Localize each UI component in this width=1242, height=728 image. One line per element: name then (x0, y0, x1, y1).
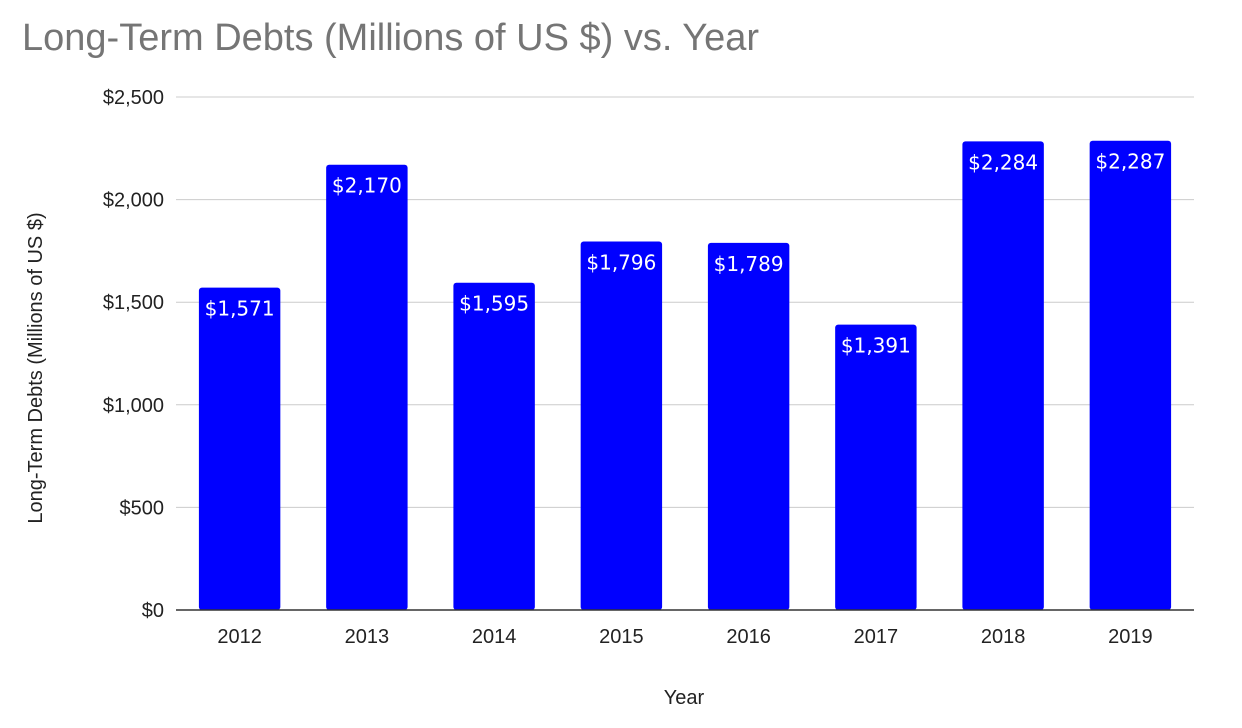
x-tick-label: 2013 (345, 626, 390, 648)
x-tick-label: 2019 (1108, 626, 1153, 648)
x-axis-label: Year (664, 687, 705, 709)
x-tick-label: 2016 (726, 626, 771, 648)
data-label-2012: $1,571 (205, 297, 275, 321)
chart-title: Long-Term Debts (Millions of US $) vs. Y… (22, 17, 759, 59)
y-tick-label: $0 (142, 600, 164, 622)
bar-2019 (1089, 140, 1172, 611)
x-tick-label: 2017 (854, 626, 899, 648)
x-axis-ticks: 2012 2013 2014 2015 2016 2017 2018 2019 (217, 626, 1152, 648)
data-label-2013: $2,170 (332, 174, 402, 198)
bar-2013 (326, 164, 408, 610)
bar-2017 (835, 324, 917, 610)
data-labels: $1,571 $2,170 $1,595 $1,796 $1,789 $1,391 $2,2… (205, 150, 1166, 358)
x-tick-label: 2012 (217, 626, 262, 648)
x-tick-label: 2014 (472, 626, 517, 648)
y-tick-label: $1,000 (103, 395, 164, 417)
y-axis-ticks: $0 $500 $1,000 $1,500 $2,000 $2,500 (103, 87, 164, 622)
bars (198, 140, 1172, 611)
bar-2014 (453, 282, 535, 610)
x-tick-label: 2018 (981, 626, 1026, 648)
y-tick-label: $1,500 (103, 292, 164, 314)
data-label-2018: $2,284 (968, 150, 1038, 174)
y-tick-label: $2,000 (103, 190, 164, 212)
bar-2018 (962, 141, 1044, 611)
data-label-2016: $1,789 (714, 252, 784, 276)
bar-2015 (580, 241, 663, 610)
data-label-2014: $1,595 (459, 292, 529, 316)
y-tick-label: $2,500 (103, 87, 164, 109)
bar-2012 (198, 287, 281, 610)
y-axis-label: Long-Term Debts (Millions of US $) (25, 212, 47, 523)
x-tick-label: 2015 (599, 626, 644, 648)
data-label-2019: $2,287 (1095, 150, 1165, 174)
y-tick-label: $500 (120, 497, 165, 519)
bar-2016 (707, 242, 790, 610)
data-label-2015: $1,796 (586, 250, 656, 274)
data-label-2017: $1,391 (841, 334, 911, 358)
